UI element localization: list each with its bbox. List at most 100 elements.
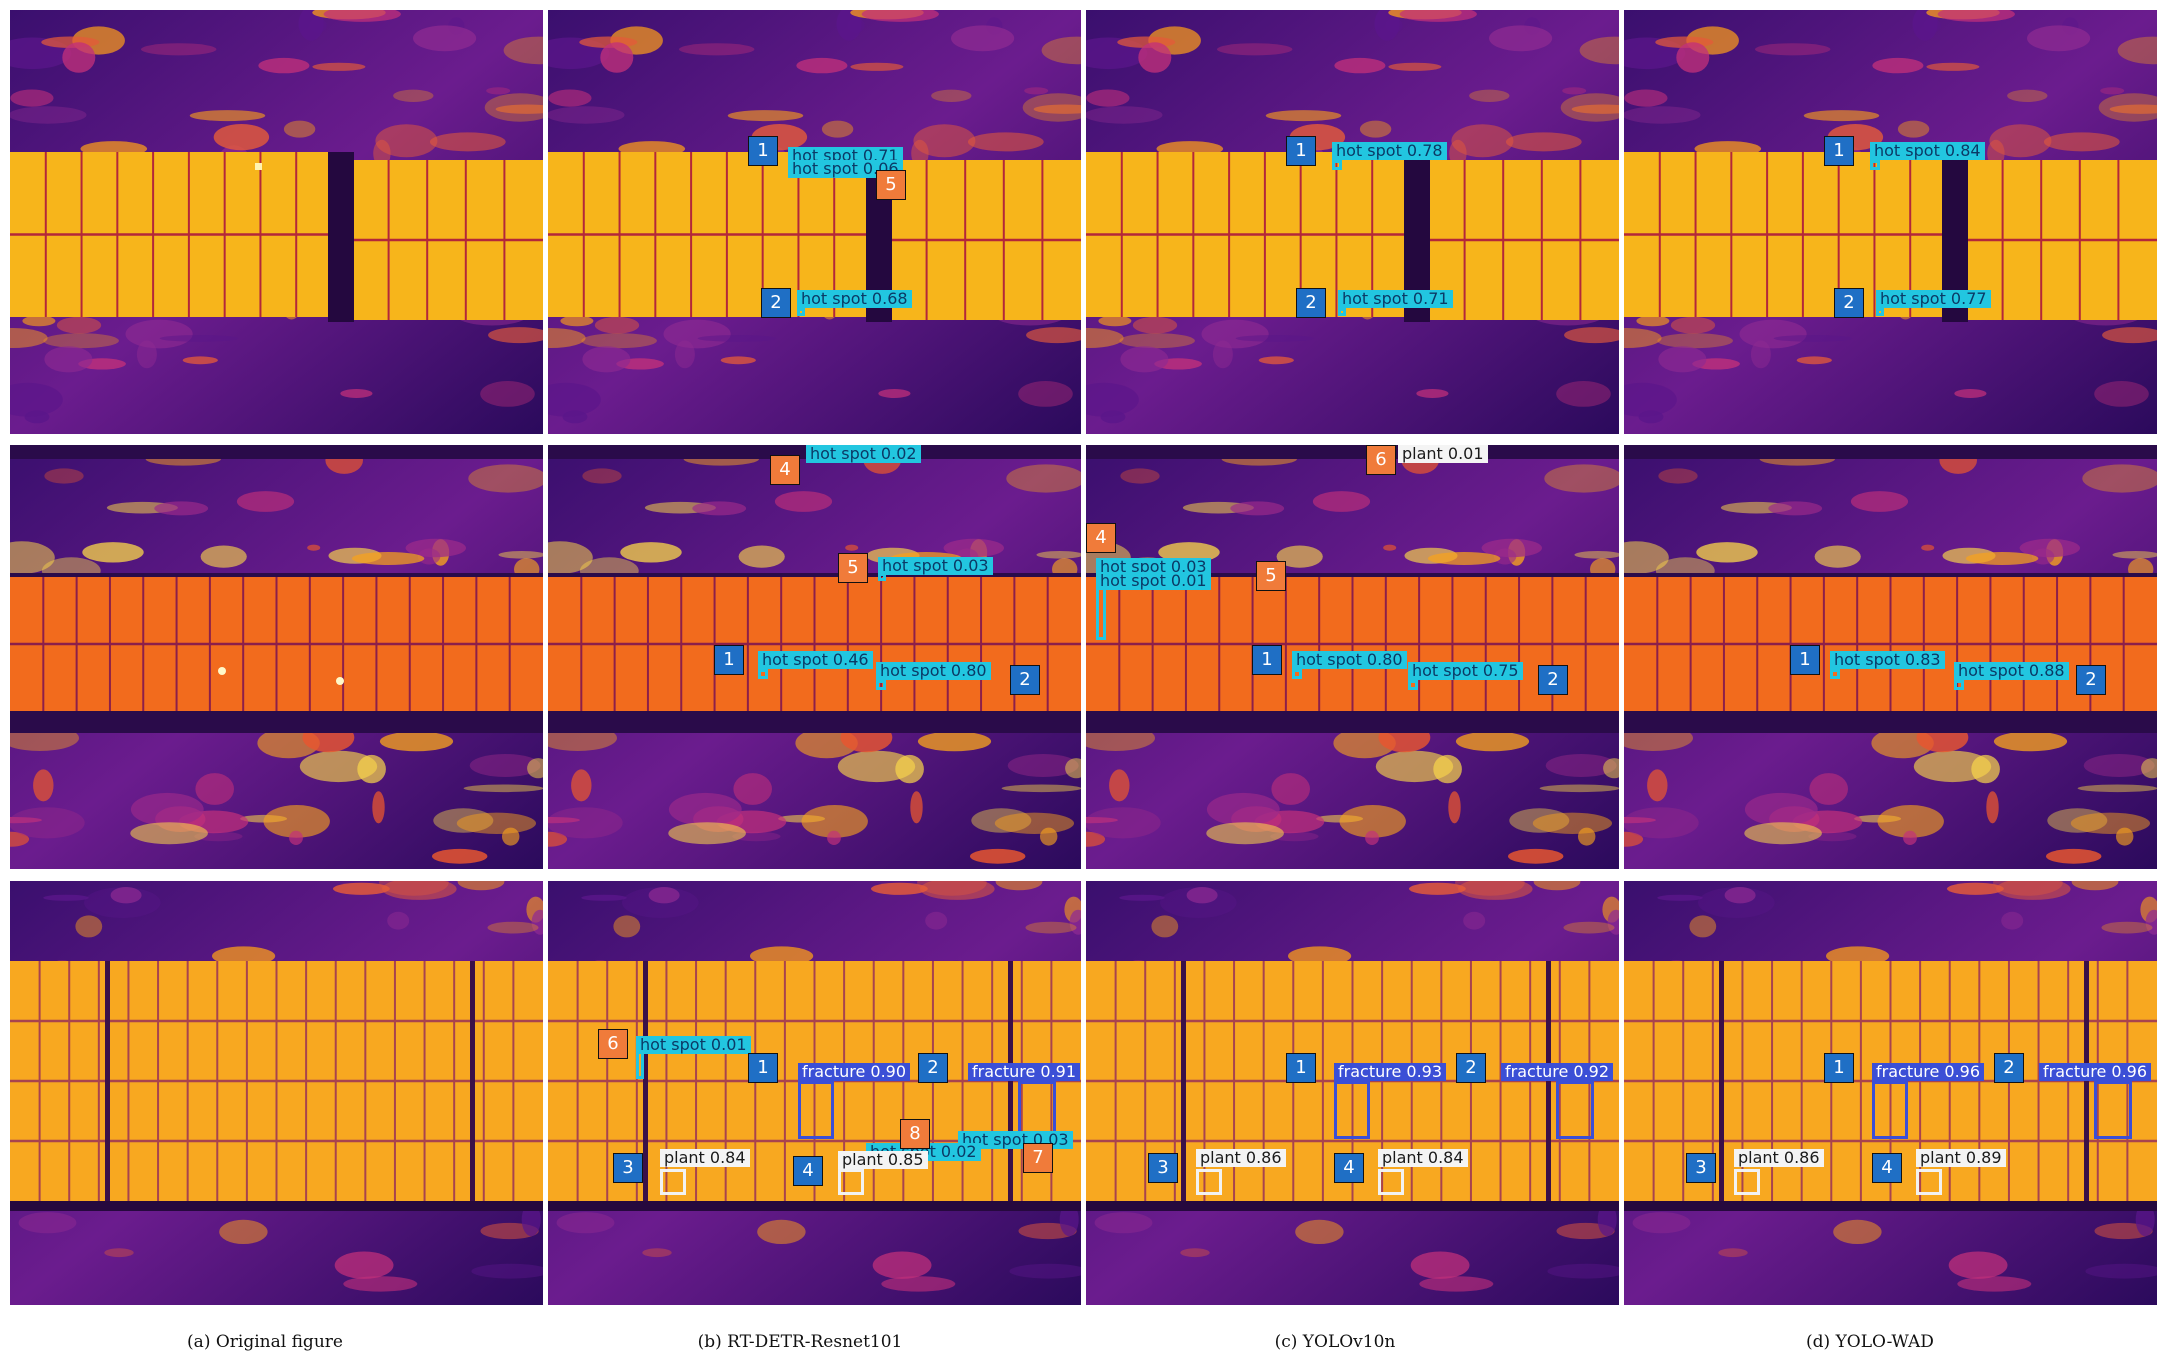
hotspot-detection-label: hot spot 0.71 [1338,290,1453,308]
tile-r0c2: hot spot 0.78 hot spot 0.71 1 2 [1086,10,1619,434]
tile-r2c0 [10,881,543,1305]
plant-bounding-box [838,1169,864,1195]
hotspot-detection-label: hot spot 0.06 [788,160,903,178]
callout-marker: 5 [1256,561,1286,591]
hotspot-bounding-box [876,680,886,690]
plant-bounding-box [1916,1169,1942,1195]
hotspot-bounding-box [1338,308,1346,316]
tile-r1c1: hot spot 0.02 hot spot 0.03 hot spot 0.46 h… [548,445,1081,869]
fracture-bounding-box [2094,1081,2132,1139]
callout-marker: 6 [1366,445,1396,475]
tile-r2c1: hot spot 0.01 fracture 0.90 fracture 0.91 h… [548,881,1081,1305]
hotspot-detection-label: hot spot 0.03 [878,557,993,575]
fracture-detection-label: fracture 0.92 [1501,1063,1614,1081]
callout-marker: 1 [1824,136,1854,166]
plant-bounding-box [660,1169,686,1195]
fracture-bounding-box [1334,1081,1370,1139]
plant-bounding-box [1196,1169,1222,1195]
callout-marker: 7 [1023,1143,1053,1173]
hotspot-bounding-box [1830,669,1840,679]
callout-marker: 3 [1148,1153,1178,1183]
plant-bounding-box [1734,1169,1760,1195]
hotspot-detection-label: hot spot 0.83 [1830,651,1945,669]
hotspot-bounding-box [1954,680,1964,690]
callout-marker: 1 [1286,1053,1316,1083]
thermal-image [1086,10,1619,434]
hotspot-detection-label: hot spot 0.88 [1954,662,2069,680]
caption-c: (c) YOLOv10n [1274,1332,1396,1352]
callout-marker: 1 [1824,1053,1854,1083]
hotspot-detection-label: hot spot 0.75 [1408,662,1523,680]
hotspot-detection-label: hot spot 0.46 [758,651,873,669]
hotspot-bounding-box [797,308,805,316]
tile-r0c0 [10,10,543,434]
thermal-image [548,10,1081,434]
callout-marker: 2 [761,288,791,318]
hotspot-bounding-box [1876,308,1884,316]
thermal-image [548,881,1081,1305]
hotspot-detection-label: hot spot 0.03 [1096,558,1211,576]
tile-r1c3: hot spot 0.83 hot spot 0.88 1 2 [1624,445,2157,869]
tile-r2c2: fracture 0.93 fracture 0.92 plant 0.86 plan… [1086,881,1619,1305]
tile-r1c2: plant 0.01 hot spot 0.03 hot spot 0.01 hot … [1086,445,1619,869]
callout-marker: 1 [1286,136,1316,166]
plant-detection-label: plant 0.84 [660,1149,750,1167]
hotspot-bounding-box [1408,680,1418,690]
callout-marker: 1 [1790,645,1820,675]
figure-grid: hot spot 0.71 hot spot 0.06 hot spot 0.68 1… [10,10,2157,1305]
thermal-image [10,10,543,434]
fracture-detection-label: fracture 0.96 [1872,1063,1985,1081]
hotspot-detection-label: hot spot 0.01 [1096,572,1211,590]
callout-marker: 1 [714,645,744,675]
fracture-detection-label: fracture 0.90 [798,1063,911,1081]
plant-detection-label: plant 0.86 [1196,1149,1286,1167]
hotspot-detection-label: hot spot 0.80 [876,662,991,680]
fracture-bounding-box [798,1081,834,1139]
thermal-image [10,445,543,869]
fracture-detection-label: fracture 0.91 [968,1063,1081,1081]
callout-marker: 3 [613,1153,643,1183]
hotspot-detection-label: hot spot 0.01 [636,1036,751,1054]
callout-marker: 2 [1994,1053,2024,1083]
callout-marker: 2 [2076,665,2106,695]
callout-marker: 6 [598,1029,628,1059]
hotspot-bounding-box [758,669,768,679]
callout-marker: 2 [1010,665,1040,695]
callout-marker: 4 [793,1156,823,1186]
tile-r2c3: fracture 0.96 fracture 0.96 plant 0.86 plan… [1624,881,2157,1305]
fracture-detection-label: fracture 0.93 [1334,1063,1447,1081]
caption-a: (a) Original figure [187,1332,343,1352]
tile-r1c0 [10,445,543,869]
plant-detection-label: plant 0.86 [1734,1149,1824,1167]
plant-bounding-box [1378,1169,1404,1195]
hotspot-detection-label: hot spot 0.77 [1876,290,1991,308]
callout-marker: 2 [1456,1053,1486,1083]
caption-d: (d) YOLO-WAD [1806,1332,1934,1352]
hotspot-bounding-box [1292,669,1302,679]
plant-detection-label: plant 0.84 [1378,1149,1468,1167]
callout-marker: 1 [748,136,778,166]
hotspot-detection-label: hot spot 0.80 [1292,651,1407,669]
hotspot-bounding-box [1332,160,1342,170]
callout-marker: 1 [1252,645,1282,675]
callout-marker: 5 [838,553,868,583]
callout-marker: 2 [918,1053,948,1083]
callout-marker: 4 [1334,1153,1364,1183]
plant-detection-label: plant 0.01 [1398,445,1488,463]
callout-marker: 4 [1086,523,1116,553]
hotspot-detection-label: hot spot 0.68 [797,290,912,308]
fracture-detection-label: fracture 0.96 [2039,1063,2152,1081]
hotspot-detection-label: hot spot 0.02 [806,445,921,463]
callout-marker: 2 [1296,288,1326,318]
tile-r0c3: hot spot 0.84 hot spot 0.77 1 2 [1624,10,2157,434]
tile-r0c1: hot spot 0.71 hot spot 0.06 hot spot 0.68 1… [548,10,1081,434]
callout-marker: 4 [770,455,800,485]
callout-marker: 1 [748,1053,778,1083]
thermal-image [1624,10,2157,434]
callout-marker: 4 [1872,1153,1902,1183]
fracture-bounding-box [1556,1081,1594,1139]
plant-detection-label: plant 0.85 [838,1151,928,1169]
hotspot-bounding-box [1870,160,1880,170]
callout-marker: 8 [900,1119,930,1149]
plant-detection-label: plant 0.89 [1916,1149,2006,1167]
